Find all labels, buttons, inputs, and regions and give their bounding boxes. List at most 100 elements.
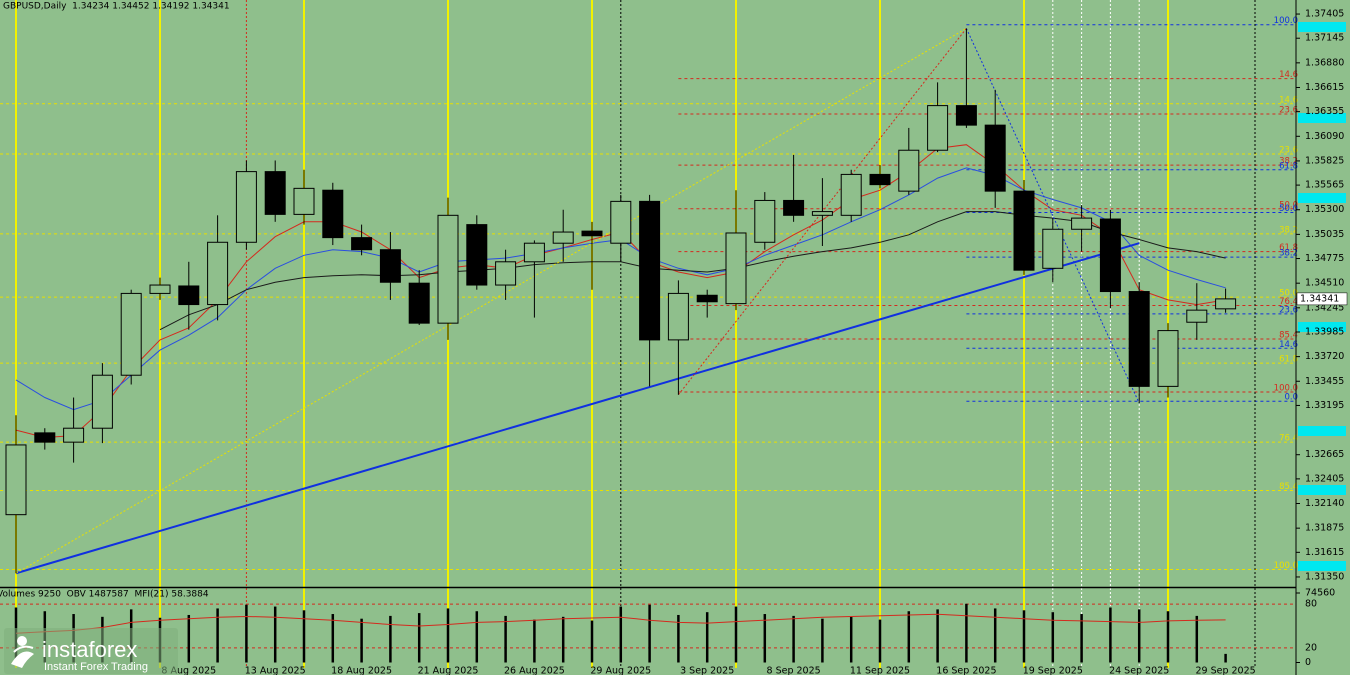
watermark-name: instaforex [42,637,137,662]
level-box [1298,485,1346,495]
y-tick-label: 1.34245 [1305,302,1344,313]
level-box [1298,22,1346,32]
candle-body [1013,190,1035,271]
x-tick-label: 21 Aug 2025 [418,666,479,675]
x-tick-label: 19 Sep 2025 [1023,666,1083,675]
price-axis: 1.37405 1.37145 1.36880 1.36615 1.36355 1.360… [1296,9,1348,668]
y-tick-label: 1.32405 [1305,473,1344,484]
x-tick-label: 8 Sep 2025 [767,666,821,675]
y-tick-label: 1.35300 [1305,204,1344,215]
y-tick-label: 1.35035 [1305,229,1344,240]
candle-body [63,427,85,443]
candle-body [34,432,56,443]
panel-title: Volumes 9250 OBV 1487587 MFI(21) 58.3884 [0,590,209,600]
candle-body [293,187,315,215]
logo-dot [17,636,27,646]
y-tick-label: 1.37405 [1305,9,1344,20]
fib-label: 38.2 [1279,249,1298,259]
candle-body [955,105,977,126]
candle-body [149,284,171,294]
fib-label: 14.6 [1279,95,1298,105]
x-tick-label: 29 Aug 2025 [590,666,651,675]
fib-label: 23.6 [1279,145,1298,155]
x-tick-label: 8 Aug 2025 [161,666,216,675]
y-tick-label: 1.36615 [1305,82,1344,93]
candle-body [725,232,747,305]
fib-label: 50.0 [1279,200,1298,210]
candle-body [696,294,718,303]
fib-label: 100.0 [1274,16,1298,26]
x-tick-label: 11 Sep 2025 [850,666,910,675]
fib-label: 23.6 [1279,305,1298,315]
level-box [1298,561,1346,571]
fib-label: 14.6 [1279,70,1298,80]
fib-label: 50.0 [1279,204,1298,214]
x-tick-label: 29 Sep 2025 [1195,666,1255,675]
x-tick-label: 26 Aug 2025 [504,666,565,675]
y-tick-label: 1.36880 [1305,57,1344,68]
y-tick-label: 1.33455 [1305,376,1344,387]
fib-label: 50.0 [1279,289,1298,299]
trendline [15,242,1140,575]
y-tick-label: 1.35565 [1305,180,1344,191]
candle-body [667,292,689,341]
watermark-bg [4,628,178,674]
candle-body [120,292,142,376]
candle-body [639,200,661,341]
watermark: instaforex Instant Forex Trading [4,628,178,674]
x-tick-label: 18 Aug 2025 [331,666,392,675]
mfi-tick-label: 20 [1305,642,1317,653]
moving-average [159,211,1226,331]
candle-body [610,200,632,244]
last-price-label: 1.34341 [1300,293,1339,304]
logo-arc [13,645,34,653]
last-price-box [1296,292,1348,306]
guides [0,0,1296,668]
candle-body [523,242,545,263]
volume-tick-label: 74560 [1305,588,1335,599]
candle-body [840,173,862,216]
y-tick-label: 1.32665 [1305,449,1344,460]
fib-label: 23.6 [1279,105,1298,115]
mfi-tick-label: 80 [1305,599,1317,610]
candle-body [379,249,401,283]
y-tick-label: 1.36090 [1305,131,1344,142]
fib-label: 38.2 [1279,157,1298,167]
y-tick-label: 1.31350 [1305,571,1344,582]
volume-tick-label: 0 [1305,657,1311,668]
candle-body [1099,218,1121,293]
x-tick-label: 3 Sep 2025 [680,666,734,675]
fib-label: 14.6 [1279,340,1298,350]
fib-label: 76.4 [1279,434,1298,444]
y-tick-label: 1.35825 [1305,155,1344,166]
trendline [15,28,967,574]
candle-body [207,241,229,306]
mfi-line [15,613,1226,634]
candle-body [783,199,805,216]
fib-label: 76.4 [1279,297,1298,307]
candle-body [235,171,257,243]
x-tick-label: 24 Sep 2025 [1109,666,1169,675]
fib-label: 100.0 [1274,383,1298,393]
fib-label: 85.4 [1279,482,1298,492]
plot: 100.014.614.623.623.638.261.850.050.038.… [5,16,1298,675]
fib-label: 100.0 [1274,561,1298,571]
candle-body [1215,298,1237,310]
candle-body [408,282,430,324]
candle-body [1157,330,1179,387]
fib-label: 61.8 [1279,355,1298,365]
y-tick-label: 1.33985 [1305,326,1344,337]
y-tick-label: 1.31875 [1305,523,1344,534]
candle-body [1071,217,1093,230]
candle-body [552,231,574,244]
fib-label: 85.4 [1279,330,1298,340]
y-tick-label: 1.36355 [1305,106,1344,117]
candle-body [466,224,488,286]
level-box [1298,113,1346,123]
fib-label: 0.0 [1284,393,1298,403]
y-tick-label: 1.33195 [1305,400,1344,411]
y-tick-label: 1.33720 [1305,351,1344,362]
candle-body [811,211,833,216]
candle-body [322,189,344,239]
